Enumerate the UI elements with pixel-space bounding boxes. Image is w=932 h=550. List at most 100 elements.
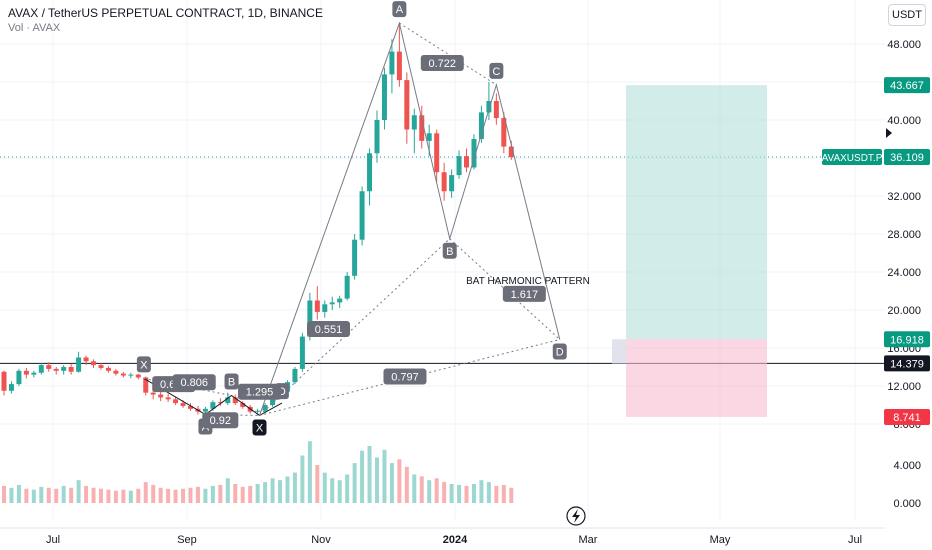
ratio-tag (502, 285, 546, 302)
volume-bar (84, 485, 89, 503)
volume-bar (457, 484, 462, 503)
volume-bar (322, 472, 327, 503)
candle-body (23, 370, 29, 375)
candle-body (307, 300, 313, 337)
volume-bar (31, 489, 36, 503)
long-position-tool[interactable] (612, 85, 767, 417)
volume-bar (143, 482, 148, 503)
price-axis-value: 8.741 (893, 412, 921, 424)
candle-body (255, 410, 261, 412)
volume-bar (158, 487, 163, 503)
time-tick-label: Jul (46, 534, 60, 546)
candle-body (508, 146, 514, 158)
pattern-title: BAT HARMONIC PATTERN (466, 276, 590, 287)
volume-bar (412, 474, 417, 503)
time-tick-label: 2024 (443, 534, 468, 546)
scroll-right-icon (886, 128, 892, 138)
volume-bar (16, 484, 21, 503)
candle-body (76, 357, 82, 372)
candle-body (120, 373, 126, 376)
volume-bar (188, 487, 193, 503)
candle-body (344, 275, 350, 299)
candle-body (46, 365, 52, 369)
candle-body (374, 120, 380, 154)
currency-button[interactable]: USDT (888, 4, 926, 26)
price-axis[interactable]: 48.00044.00040.00036.00032.00028.00024.0… (822, 39, 930, 510)
volume-bar (501, 484, 506, 503)
time-axis[interactable]: Jul Sep Nov 2024 Mar May Jul (0, 506, 885, 546)
entry-box (612, 339, 626, 364)
pattern-point-label: B (228, 377, 235, 389)
candle-body (202, 408, 208, 412)
ratio-label: 0.92 (210, 415, 231, 427)
ratio-tag (238, 383, 282, 400)
volume-bar (106, 489, 111, 503)
ratio-label: 0.551 (315, 324, 343, 336)
candle-body (441, 172, 447, 192)
volume-bar (352, 463, 357, 503)
volume-bar (46, 487, 51, 503)
volume-bar (121, 489, 126, 503)
volume-bar (375, 457, 379, 503)
bat-pattern-drawing[interactable]: XABXDABCD0.7220.5511.6170.7970.6340.8061… (136, 1, 590, 436)
volume-bar (270, 478, 275, 503)
candle-body (478, 112, 484, 139)
volume-bar (337, 480, 342, 503)
volume-bar (389, 463, 394, 503)
candle-body (91, 361, 97, 366)
pattern-point-label: X (140, 359, 148, 371)
candle-body (486, 101, 492, 113)
candle-body (434, 133, 440, 173)
price-tick-label: 48.000 (887, 39, 921, 51)
price-axis-value: 36.109 (890, 152, 924, 164)
volume-bar (151, 484, 156, 503)
candle-body (411, 115, 417, 130)
candle-body (381, 74, 387, 120)
candle-body (396, 51, 402, 81)
pattern-point-tag (489, 62, 504, 79)
candle-body (143, 377, 149, 393)
candle-body (419, 115, 425, 141)
ratio-label: 1.295 (246, 387, 274, 399)
volume-indicator-label: Vol · AVAX (8, 22, 61, 34)
pattern-point-label: B (446, 246, 453, 258)
pattern-point-tag (442, 242, 457, 259)
candle-body (165, 397, 171, 400)
candle-body (180, 403, 186, 406)
ratio-connector (205, 414, 260, 416)
pattern-point-tag (252, 419, 267, 436)
volume-bar (98, 488, 103, 503)
volume-bar (69, 487, 74, 503)
price-axis-tag (884, 148, 930, 165)
candle-body (404, 80, 410, 130)
price-axis-value: 43.667 (890, 80, 924, 92)
candle-body (225, 397, 231, 404)
candle-body (68, 367, 74, 372)
ratio-tag (307, 321, 351, 337)
candle-body (150, 392, 156, 395)
candle-body (31, 372, 37, 375)
pattern-point-tag (136, 356, 151, 373)
ratio-tag (420, 55, 464, 71)
candle-body (262, 405, 268, 411)
volume-bar (464, 485, 469, 503)
candle-body (337, 298, 343, 303)
volume-bar (195, 486, 200, 503)
ratio-connector (259, 238, 451, 416)
volume-bar (128, 490, 133, 503)
volume-bar (397, 459, 402, 503)
candle-body (16, 370, 22, 385)
volume-bar (434, 478, 439, 503)
candle-body (456, 156, 462, 176)
pattern-point-label: D (556, 346, 564, 358)
ratio-label: 0.797 (391, 372, 419, 384)
candle-body (352, 239, 358, 276)
candle-body (98, 365, 104, 368)
grid (0, 0, 885, 520)
volume-bar (449, 484, 454, 503)
candle-body (292, 368, 298, 383)
volume-bar (113, 490, 118, 503)
candle-body (1, 371, 7, 391)
lightning-icon-glyph (572, 509, 580, 523)
